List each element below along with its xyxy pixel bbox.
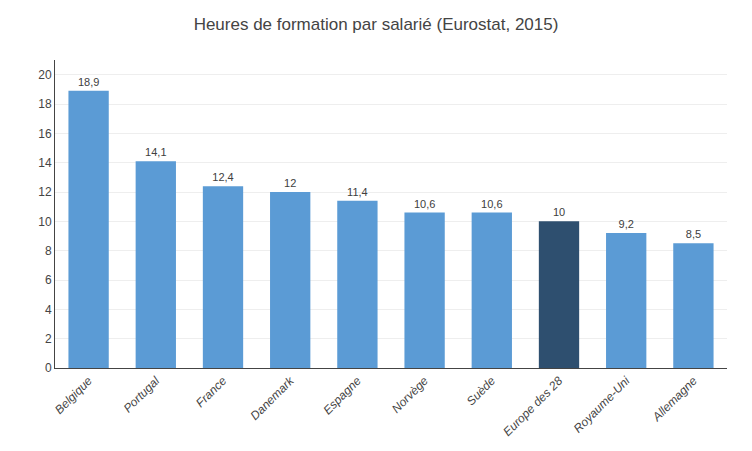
svg-text:8: 8 [45, 244, 52, 258]
svg-text:6: 6 [45, 273, 52, 287]
svg-text:Suède: Suède [464, 374, 499, 409]
svg-text:Espagne: Espagne [320, 374, 364, 418]
svg-text:Europe des 28: Europe des 28 [500, 374, 565, 439]
svg-text:20: 20 [38, 68, 52, 82]
svg-text:11,4: 11,4 [347, 186, 368, 198]
svg-text:14,1: 14,1 [145, 146, 166, 158]
svg-text:10: 10 [38, 215, 52, 229]
svg-text:10,6: 10,6 [414, 198, 435, 210]
svg-text:Royaume-Uni: Royaume-Uni [571, 374, 633, 436]
svg-text:Allemagne: Allemagne [649, 374, 700, 425]
svg-text:16: 16 [38, 127, 52, 141]
svg-text:4: 4 [45, 303, 52, 317]
svg-text:12: 12 [38, 185, 52, 199]
svg-text:12,4: 12,4 [212, 171, 233, 183]
svg-text:Belgique: Belgique [52, 374, 95, 417]
svg-text:10,6: 10,6 [481, 198, 502, 210]
svg-text:8,5: 8,5 [686, 228, 701, 240]
svg-text:0: 0 [45, 361, 52, 375]
svg-text:10: 10 [553, 206, 565, 218]
svg-text:Heures de formation par salari: Heures de formation par salarié (Eurosta… [194, 15, 559, 34]
svg-text:9,2: 9,2 [619, 218, 634, 230]
svg-text:18,9: 18,9 [78, 76, 99, 88]
svg-text:2: 2 [45, 332, 52, 346]
svg-text:Portugal: Portugal [121, 374, 163, 416]
svg-text:France: France [193, 374, 230, 411]
svg-text:Danemark: Danemark [248, 373, 298, 423]
svg-text:18: 18 [38, 97, 52, 111]
svg-text:Norvège: Norvège [389, 374, 431, 416]
svg-text:14: 14 [38, 156, 52, 170]
svg-text:12: 12 [284, 177, 296, 189]
